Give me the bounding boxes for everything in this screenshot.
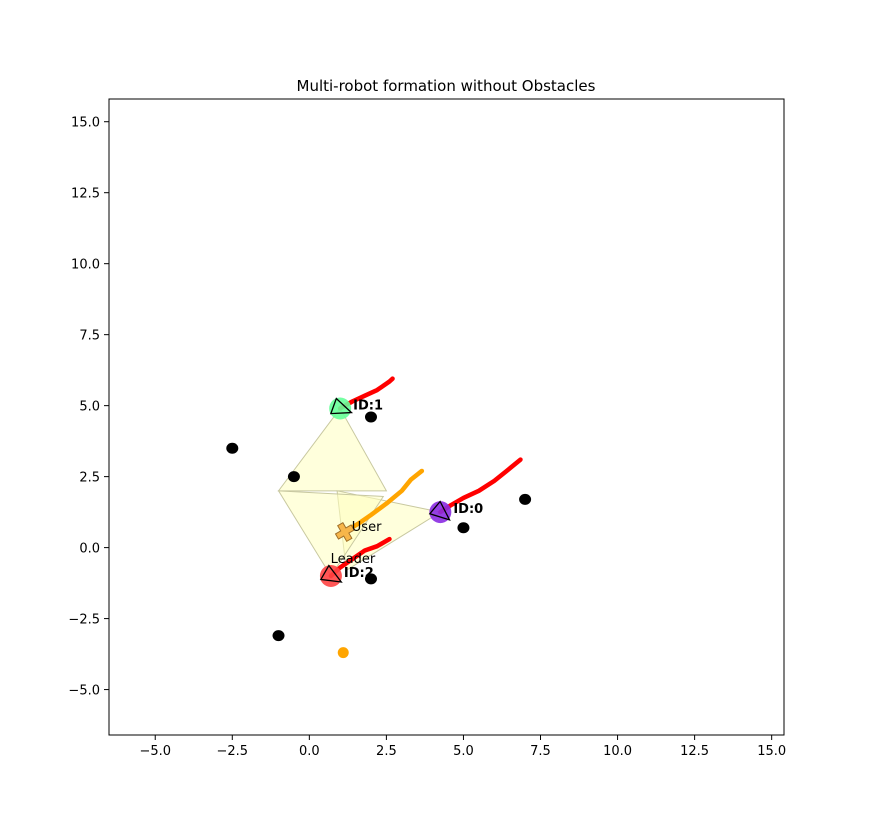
y-tick-label-6: 10.0 [71, 258, 100, 273]
obstacle-0 [226, 442, 239, 454]
x-tick-label-3: 2.5 [376, 744, 397, 759]
user-marker-shape [334, 522, 355, 542]
leader-label: Leader [331, 552, 376, 567]
robot-heading-id-1 [329, 397, 354, 415]
robot-label-id-1: ID:1 [353, 398, 383, 413]
y-tick-label-8: 15.0 [71, 116, 100, 131]
x-tick-label-7: 12.5 [680, 744, 709, 759]
obstacle-5 [364, 573, 377, 585]
chart-title: Multi-robot formation without Obstacles [297, 77, 596, 95]
plot-area: ID:0 ID:1 ID:2 User Leader [226, 376, 532, 659]
user-marker [334, 522, 355, 542]
trajectory-id-1 [337, 376, 395, 411]
y-tick-label-1: −2.5 [68, 613, 100, 628]
axes-frame [108, 98, 785, 736]
robot-heading-id-2 [319, 564, 343, 583]
trajectory-id-0 [438, 457, 523, 515]
obstacle-3 [457, 522, 470, 534]
obstacle-2 [364, 411, 377, 423]
axes: −5.0 −2.5 0.0 2.5 5.0 7.5 10.0 12.5 15.0 −5.0 −2.5… [68, 116, 786, 759]
y-tick-label-4: 5.0 [79, 400, 100, 415]
x-tick-label-0: −5.0 [139, 744, 171, 759]
goal-marker [337, 647, 349, 659]
heading-triangle-id-0 [428, 500, 451, 521]
y-tick-label-2: 0.0 [79, 542, 100, 557]
obstacle-6 [272, 630, 285, 642]
robot-label-id-0: ID:0 [453, 502, 483, 517]
obstacle-4 [519, 493, 532, 505]
robot-heading-id-0 [428, 500, 451, 521]
heading-triangle-id-1 [329, 397, 354, 415]
x-tick-label-1: −2.5 [216, 744, 248, 759]
x-tick-label-5: 7.5 [530, 744, 551, 759]
x-tick-label-8: 15.0 [757, 744, 786, 759]
y-tick-label-7: 12.5 [71, 187, 100, 202]
heading-triangle-id-2 [319, 564, 343, 583]
y-tick-label-5: 7.5 [79, 329, 100, 344]
x-tick-label-4: 5.0 [453, 744, 474, 759]
user-label: User [352, 520, 382, 535]
y-tick-label-3: 2.5 [79, 471, 100, 486]
user-path [342, 468, 425, 535]
robot-label-id-2: ID:2 [344, 566, 374, 581]
obstacle-1 [287, 471, 300, 483]
formation-triangle-2 [277, 490, 385, 577]
y-tick-label-0: −5.0 [68, 684, 100, 699]
x-tick-label-2: 0.0 [299, 744, 320, 759]
formation-triangle-0 [277, 407, 388, 492]
x-tick-label-6: 10.0 [603, 744, 632, 759]
robot-id-0 [429, 501, 452, 524]
